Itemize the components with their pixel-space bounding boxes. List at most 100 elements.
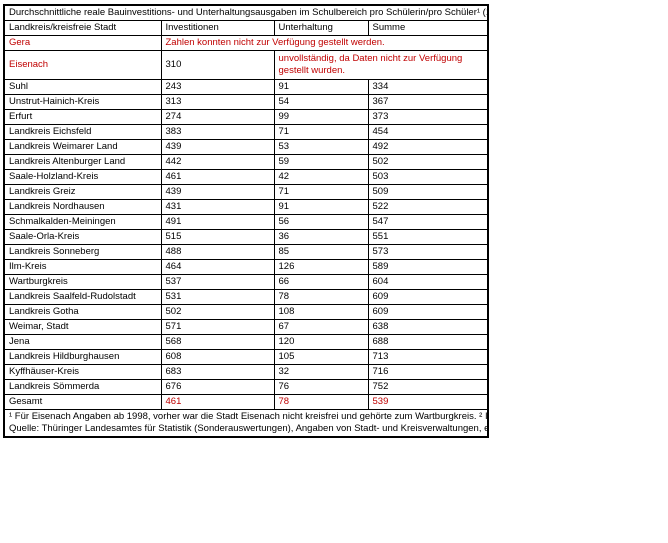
district-name: Eisenach — [3, 50, 162, 80]
district-name: Landkreis Saalfeld-Rudolstadt — [3, 289, 162, 305]
summe-value: 713 — [367, 349, 489, 365]
table-row: Landkreis Hildburghausen 608 105 713 — [3, 349, 489, 365]
table-row: Jena 568 120 688 — [3, 334, 489, 350]
district-name: Landkreis Altenburger Land — [3, 154, 162, 170]
unterhaltung-value: 120 — [273, 334, 369, 350]
summe-value: 589 — [367, 259, 489, 275]
summe-value: 367 — [367, 94, 489, 110]
district-name: Weimar, Stadt — [3, 319, 162, 335]
investitionen-value: 274 — [160, 109, 275, 125]
table-row: Landkreis Weimarer Land 439 53 492 — [3, 139, 489, 155]
summe-value: 716 — [367, 364, 489, 380]
no-data-message: Zahlen konnten nicht zur Verfügung geste… — [160, 35, 489, 51]
table-row: Saale-Holzland-Kreis 461 42 503 — [3, 169, 489, 185]
unterhaltung-value: 126 — [273, 259, 369, 275]
footnote-cell: ¹ Für Eisenach Angaben ab 1998, vorher w… — [3, 409, 489, 438]
footnote-text: ¹ Für Eisenach Angaben ab 1998, vorher w… — [9, 411, 488, 422]
col-header-investitionen: Investitionen — [160, 20, 275, 36]
column-header-row: Landkreis/kreisfreie Stadt Investitionen… — [3, 20, 489, 36]
investitionen-value: 676 — [160, 379, 275, 395]
summe-value: 752 — [367, 379, 489, 395]
district-name: Unstrut-Hainich-Kreis — [3, 94, 162, 110]
summe-value: 547 — [367, 214, 489, 230]
district-name: Suhl — [3, 79, 162, 95]
col-header-summe: Summe — [367, 20, 489, 36]
unterhaltung-value: 66 — [273, 274, 369, 290]
district-name: Kyffhäuser-Kreis — [3, 364, 162, 380]
table-row: Ilm-Kreis 464 126 589 — [3, 259, 489, 275]
table-row: Weimar, Stadt 571 67 638 — [3, 319, 489, 335]
table-row: Kyffhäuser-Kreis 683 32 716 — [3, 364, 489, 380]
table-row: Landkreis Sömmerda 676 76 752 — [3, 379, 489, 395]
investitionen-value: 243 — [160, 79, 275, 95]
district-name: Landkreis Hildburghausen — [3, 349, 162, 365]
incomplete-data-message: unvollständig, da Daten nicht zur Verfüg… — [273, 50, 489, 80]
unterhaltung-value: 91 — [273, 199, 369, 215]
table-row: Schmalkalden-Meiningen 491 56 547 — [3, 214, 489, 230]
investitionen-value: 488 — [160, 244, 275, 260]
district-name: Landkreis Weimarer Land — [3, 139, 162, 155]
col-header-district: Landkreis/kreisfreie Stadt — [3, 20, 162, 36]
unterhaltung-value: 78 — [273, 289, 369, 305]
table-row: Landkreis Gotha 502 108 609 — [3, 304, 489, 320]
unterhaltung-value: 99 — [273, 109, 369, 125]
table-row-gera: Gera Zahlen konnten nicht zur Verfügung … — [3, 35, 489, 51]
summe-value: 492 — [367, 139, 489, 155]
investitionen-value: 571 — [160, 319, 275, 335]
table-row: Landkreis Eichsfeld 383 71 454 — [3, 124, 489, 140]
summe-value: 509 — [367, 184, 489, 200]
title-row: Durchschnittliche reale Bauinvestitions-… — [3, 4, 489, 21]
investitionen-value: 531 — [160, 289, 275, 305]
district-name: Landkreis Sömmerda — [3, 379, 162, 395]
summe-value: 503 — [367, 169, 489, 185]
investitionen-value: 464 — [160, 259, 275, 275]
investitionen-value: 439 — [160, 184, 275, 200]
summe-value: 688 — [367, 334, 489, 350]
investitionen-value: 310 — [160, 50, 275, 80]
table-title: Durchschnittliche reale Bauinvestitions-… — [3, 4, 489, 21]
district-name: Jena — [3, 334, 162, 350]
unterhaltung-total: 78 — [273, 394, 369, 410]
investitionen-value: 515 — [160, 229, 275, 245]
investitionen-value: 502 — [160, 304, 275, 320]
table-row-eisenach: Eisenach 310 unvollständig, da Daten nic… — [3, 50, 489, 80]
unterhaltung-value: 67 — [273, 319, 369, 335]
table-row: Landkreis Greiz 439 71 509 — [3, 184, 489, 200]
unterhaltung-value: 76 — [273, 379, 369, 395]
investitionen-value: 383 — [160, 124, 275, 140]
unterhaltung-value: 71 — [273, 184, 369, 200]
investitionen-value: 431 — [160, 199, 275, 215]
district-name: Landkreis Greiz — [3, 184, 162, 200]
unterhaltung-value: 54 — [273, 94, 369, 110]
summe-value: 609 — [367, 304, 489, 320]
investitionen-value: 442 — [160, 154, 275, 170]
district-name: Landkreis Gotha — [3, 304, 162, 320]
table-row: Landkreis Altenburger Land 442 59 502 — [3, 154, 489, 170]
total-label: Gesamt — [3, 394, 162, 410]
summe-total: 539 — [367, 394, 489, 410]
investitionen-value: 439 — [160, 139, 275, 155]
district-name: Saale-Holzland-Kreis — [3, 169, 162, 185]
table-row: Wartburgkreis 537 66 604 — [3, 274, 489, 290]
district-name: Saale-Orla-Kreis — [3, 229, 162, 245]
unterhaltung-value: 36 — [273, 229, 369, 245]
summe-value: 551 — [367, 229, 489, 245]
district-name: Wartburgkreis — [3, 274, 162, 290]
table-row: Unstrut-Hainich-Kreis 313 54 367 — [3, 94, 489, 110]
investitionen-value: 683 — [160, 364, 275, 380]
table-row: Suhl 243 91 334 — [3, 79, 489, 95]
district-name: Landkreis Nordhausen — [3, 199, 162, 215]
table-row-total: Gesamt 461 78 539 — [3, 394, 489, 410]
table-row: Landkreis Saalfeld-Rudolstadt 531 78 609 — [3, 289, 489, 305]
investitionen-total: 461 — [160, 394, 275, 410]
summe-value: 454 — [367, 124, 489, 140]
district-name: Ilm-Kreis — [3, 259, 162, 275]
table-row: Erfurt 274 99 373 — [3, 109, 489, 125]
col-header-unterhaltung: Unterhaltung — [273, 20, 369, 36]
summe-value: 573 — [367, 244, 489, 260]
district-name: Erfurt — [3, 109, 162, 125]
unterhaltung-value: 53 — [273, 139, 369, 155]
table-row: Saale-Orla-Kreis 515 36 551 — [3, 229, 489, 245]
unterhaltung-value: 56 — [273, 214, 369, 230]
